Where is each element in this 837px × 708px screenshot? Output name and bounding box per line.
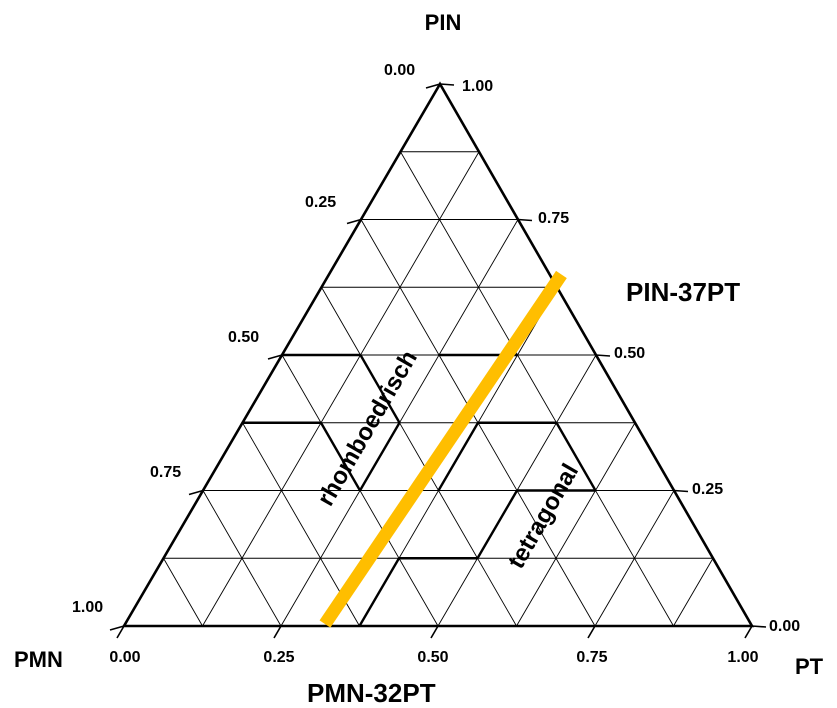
tick-mark: [517, 218, 533, 222]
grid-line: [202, 490, 282, 627]
vertex-label-pmn: PMN: [14, 647, 63, 672]
grid-line: [516, 422, 636, 627]
bold-grid-segments: [242, 353, 597, 627]
bold-grid-segment: [555, 422, 597, 492]
left-tick-label: 0.25: [305, 194, 336, 211]
grid-line: [673, 558, 714, 627]
tick-mark: [273, 625, 282, 639]
bottom-tick-label: 1.00: [727, 649, 758, 666]
right-tick-label: 0.00: [769, 618, 800, 635]
morphotropic-phase-boundary: [319, 270, 567, 628]
left-tick-label: 1.00: [72, 599, 103, 616]
bold-grid-segment: [476, 489, 519, 559]
grid-line: [400, 151, 674, 627]
grid-line: [163, 558, 203, 627]
right-tick-label: 0.75: [538, 210, 569, 227]
grid-line: [321, 287, 517, 627]
tick-mark: [109, 625, 125, 631]
tick-mark: [430, 625, 439, 639]
tick-mark: [595, 354, 611, 357]
ternary-grid: [109, 83, 767, 639]
grid-line: [594, 490, 675, 627]
bold-grid-segment: [437, 422, 480, 492]
grid-line: [202, 151, 480, 627]
bold-grid-segment: [358, 422, 401, 492]
tick-mark: [116, 625, 125, 639]
bottom-tick-label: 0.75: [576, 649, 607, 666]
bold-grid-segment: [359, 354, 401, 424]
left-tick-label: 0.50: [228, 329, 259, 346]
tick-mark: [188, 489, 204, 496]
tick-mark: [267, 354, 283, 360]
left-tick-label: 0.75: [150, 464, 181, 481]
right-tick-label: 0.50: [614, 345, 645, 362]
tick-mark: [425, 83, 441, 89]
bold-grid-segment: [358, 557, 401, 627]
right-tick-label: 0.25: [692, 481, 723, 498]
phase-label-tetragonal: tetragonal: [503, 459, 584, 573]
vertex-label-pt: PT: [795, 654, 824, 679]
bottom-tick-label: 0.50: [417, 649, 448, 666]
bold-grid-segment: [319, 422, 362, 492]
label-pin-37pt: PIN-37PT: [626, 277, 740, 307]
label-pmn-32pt: PMN-32PT: [307, 678, 436, 708]
tick-mark: [587, 625, 596, 639]
phase-label-rhombohedral: rhomboedrisch: [312, 346, 423, 511]
tick-mark: [751, 625, 767, 628]
bottom-tick-label: 0.25: [263, 649, 294, 666]
bottom-tick-label: 0.00: [109, 649, 140, 666]
right-tick-label: 1.00: [462, 78, 493, 95]
tick-mark: [673, 489, 689, 493]
vertex-label-pin: PIN: [425, 10, 462, 35]
tick-mark: [439, 83, 455, 86]
left-tick-label: 0.00: [384, 62, 415, 79]
tick-mark: [744, 625, 753, 639]
triangle-outline: [121, 81, 755, 628]
tick-mark: [346, 218, 362, 225]
